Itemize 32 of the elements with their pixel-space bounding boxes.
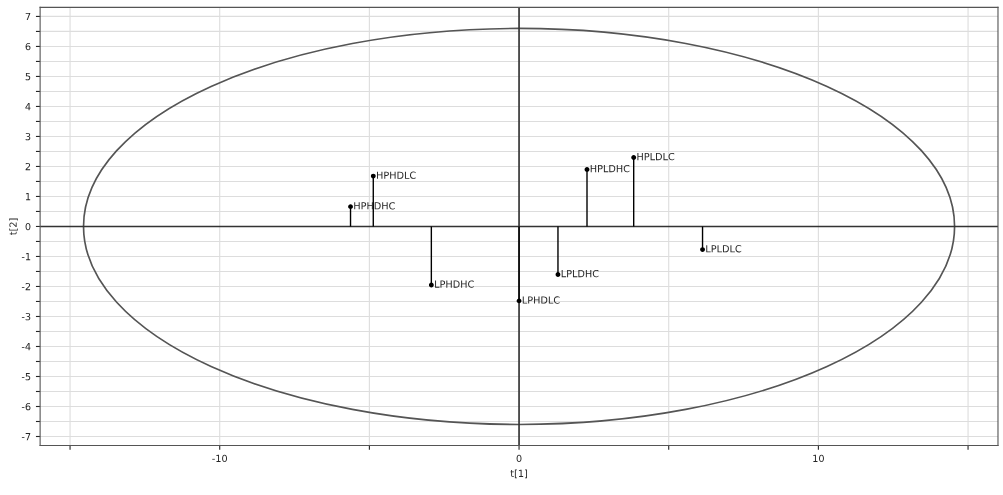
y-tick-label: -3 bbox=[21, 312, 31, 321]
x-tick-label: 0 bbox=[516, 454, 522, 463]
point bbox=[428, 282, 434, 288]
x-tick-label: 10 bbox=[813, 454, 824, 463]
point bbox=[631, 155, 637, 160]
y-tick-label: 6 bbox=[25, 42, 31, 51]
y-tick-label: -6 bbox=[21, 402, 31, 411]
y-tick-label: 4 bbox=[25, 103, 31, 111]
annotation: LPLDLC bbox=[706, 245, 742, 253]
y-tick-label: 1 bbox=[25, 193, 31, 201]
annotation: LPLDHC bbox=[561, 269, 599, 278]
annotation: LPHDLC bbox=[522, 296, 560, 304]
y-tick-label: -2 bbox=[21, 282, 31, 291]
x-axis-title: t[1] bbox=[510, 469, 528, 479]
y-tick-label: -1 bbox=[21, 253, 31, 261]
point bbox=[348, 204, 353, 210]
y-tick-label: 7 bbox=[25, 13, 31, 21]
x-tick-label: -10 bbox=[212, 454, 228, 463]
point bbox=[370, 173, 376, 179]
y-tick-label: 0 bbox=[25, 222, 31, 231]
annotation: LPHDHC bbox=[435, 280, 474, 288]
y-tick-label: -5 bbox=[21, 373, 31, 381]
y-tick-label: -4 bbox=[21, 343, 31, 351]
y-tick-label: -7 bbox=[21, 433, 31, 441]
annotation: HPLDLC bbox=[637, 152, 675, 161]
annotation: HPLDHC bbox=[590, 164, 630, 173]
y-tick-label: 3 bbox=[25, 132, 31, 141]
y-tick-label: 2 bbox=[25, 162, 31, 171]
point bbox=[700, 247, 705, 252]
y-tick-label: 5 bbox=[25, 73, 31, 81]
y-axis-title: t[2] bbox=[9, 218, 18, 235]
annotation: HPHDLC bbox=[377, 171, 416, 179]
